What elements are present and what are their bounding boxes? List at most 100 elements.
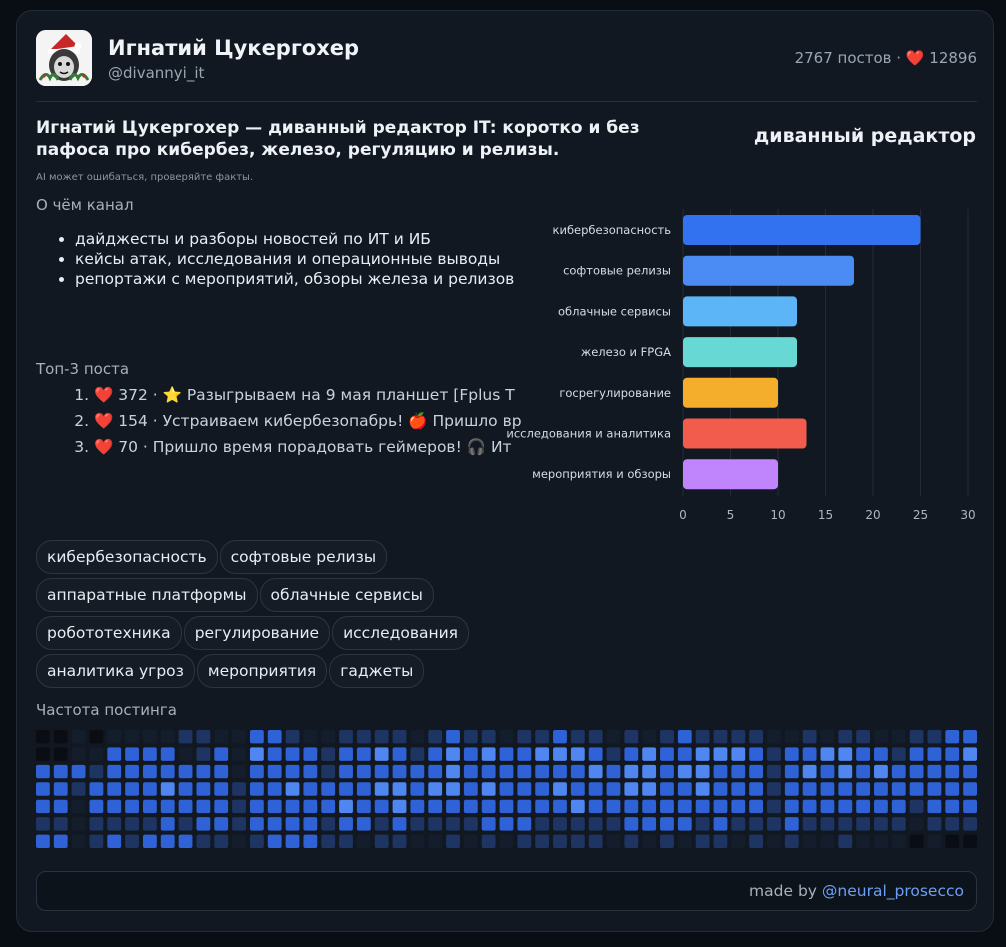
- heatmap-cell: [570, 730, 585, 744]
- heatmap-cell: [481, 747, 496, 761]
- heatmap-cell: [570, 834, 585, 848]
- heatmap-cell: [285, 817, 300, 831]
- heatmap-cell: [463, 730, 478, 744]
- heatmap-cell: [481, 799, 496, 814]
- heatmap-cell: [89, 817, 104, 831]
- topic-tag[interactable]: облачные сервисы: [259, 578, 434, 612]
- topic-tag[interactable]: робототехника: [36, 616, 182, 650]
- heatmap-cell: [499, 834, 514, 848]
- channel-avatar[interactable]: [36, 30, 92, 86]
- heatmap-cell: [838, 747, 853, 761]
- heatmap-cell: [588, 782, 603, 796]
- heatmap-cell: [535, 764, 550, 779]
- heatmap-cell: [125, 817, 139, 831]
- bar[interactable]: [683, 377, 778, 408]
- topic-tag[interactable]: исследования: [332, 616, 469, 650]
- heatmap-cell: [196, 834, 211, 848]
- heatmap-cell: [838, 730, 853, 744]
- heatmap-cell: [874, 834, 888, 848]
- heatmap-cell: [125, 799, 139, 814]
- heatmap-cell: [71, 782, 86, 796]
- heatmap-cell: [303, 799, 318, 814]
- heatmap-cell: [945, 730, 960, 744]
- heatmap-cell: [767, 747, 781, 761]
- heatmap-cell: [624, 764, 639, 779]
- footer: made by @neural_prosecco: [36, 871, 977, 911]
- top-post-item[interactable]: ❤️ 372 · ⭐ Разыгрываем на 9 мая планшет …: [94, 385, 556, 405]
- bar[interactable]: [683, 459, 778, 490]
- heatmap-cell: [410, 730, 425, 744]
- heatmap-cell: [499, 817, 514, 831]
- heatmap-cell: [499, 799, 514, 814]
- heatmap-cell: [53, 817, 68, 831]
- ai-disclaimer: AI может ошибаться, проверяйте факты.: [36, 172, 254, 183]
- heatmap-cell: [446, 782, 460, 796]
- heatmap-cell: [89, 834, 104, 848]
- heatmap-cell: [963, 747, 977, 761]
- heatmap-cell: [945, 747, 960, 761]
- topic-tag[interactable]: мероприятия: [196, 654, 328, 688]
- heatmap-cell: [927, 834, 942, 848]
- heatmap-cell: [642, 817, 657, 831]
- heatmap-cell: [267, 799, 282, 814]
- heatmap-cell: [820, 817, 835, 831]
- heatmap-cell: [963, 764, 977, 779]
- top-posts-title: Топ-3 поста: [36, 360, 130, 378]
- author-link[interactable]: @neural_prosecco: [821, 882, 964, 900]
- bar[interactable]: [683, 215, 921, 245]
- heatmap-cell: [553, 764, 567, 779]
- heatmap-cell: [267, 730, 282, 744]
- heatmap-cell: [392, 834, 407, 848]
- topic-tag[interactable]: гаджеты: [329, 654, 425, 688]
- heatmap-cell: [588, 817, 603, 831]
- topic-tag[interactable]: регулирование: [183, 616, 331, 650]
- heatmap-cell: [856, 730, 871, 744]
- topic-tag[interactable]: аппаратные платформы: [36, 578, 258, 612]
- topic-tag[interactable]: аналитика угроз: [36, 654, 195, 688]
- heatmap-cell: [642, 747, 657, 761]
- heatmap-cell: [731, 730, 746, 744]
- heatmap-cell: [71, 764, 86, 779]
- heatmap-cell: [249, 747, 264, 761]
- heatmap-cell: [767, 817, 781, 831]
- heatmap-cell: [374, 764, 389, 779]
- heatmap-cell: [249, 764, 264, 779]
- heatmap-cell: [285, 799, 300, 814]
- heatmap-cell: [713, 817, 728, 831]
- heatmap-cell: [874, 730, 888, 744]
- heatmap-cell: [820, 764, 835, 779]
- topic-tag[interactable]: софтовые релизы: [219, 540, 388, 574]
- heatmap-cell: [267, 747, 282, 761]
- heatmap-cell: [874, 764, 888, 779]
- heatmap-cell: [160, 799, 175, 814]
- heatmap-cell: [446, 799, 460, 814]
- heatmap-cell: [249, 834, 264, 848]
- heatmap-cell: [713, 747, 728, 761]
- heatmap-cell: [820, 782, 835, 796]
- heatmap-cell: [356, 817, 371, 831]
- heatmap-cell: [446, 747, 460, 761]
- bar[interactable]: [683, 255, 854, 286]
- bar[interactable]: [683, 418, 807, 449]
- heatmap-cell: [891, 834, 906, 848]
- channel-handle[interactable]: @divannyi_it: [108, 64, 205, 82]
- category-label: кибербезопасность: [553, 223, 672, 237]
- top-post-item[interactable]: ❤️ 70 · Пришло время порадовать геймеров…: [94, 437, 556, 457]
- heatmap-cell: [481, 730, 496, 744]
- heatmap-cell: [142, 817, 157, 831]
- heatmap-cell: [677, 730, 692, 744]
- heatmap-cell: [553, 817, 567, 831]
- heatmap-cell: [303, 747, 318, 761]
- heatmap-cell: [624, 730, 639, 744]
- heatmap-cell: [428, 782, 443, 796]
- heatmap-cell: [588, 799, 603, 814]
- heatmap-cell: [517, 730, 532, 744]
- top-post-item[interactable]: ❤️ 154 · Устраиваем кибербезопабрь! 🍎 Пр…: [94, 411, 556, 431]
- heatmap-cell: [339, 747, 353, 761]
- heatmap-cell: [481, 764, 496, 779]
- bar[interactable]: [683, 296, 797, 327]
- topic-tag[interactable]: кибербезопасность: [36, 540, 218, 574]
- bar[interactable]: [683, 337, 797, 368]
- heatmap-cell: [856, 782, 871, 796]
- heatmap-cell: [784, 817, 799, 831]
